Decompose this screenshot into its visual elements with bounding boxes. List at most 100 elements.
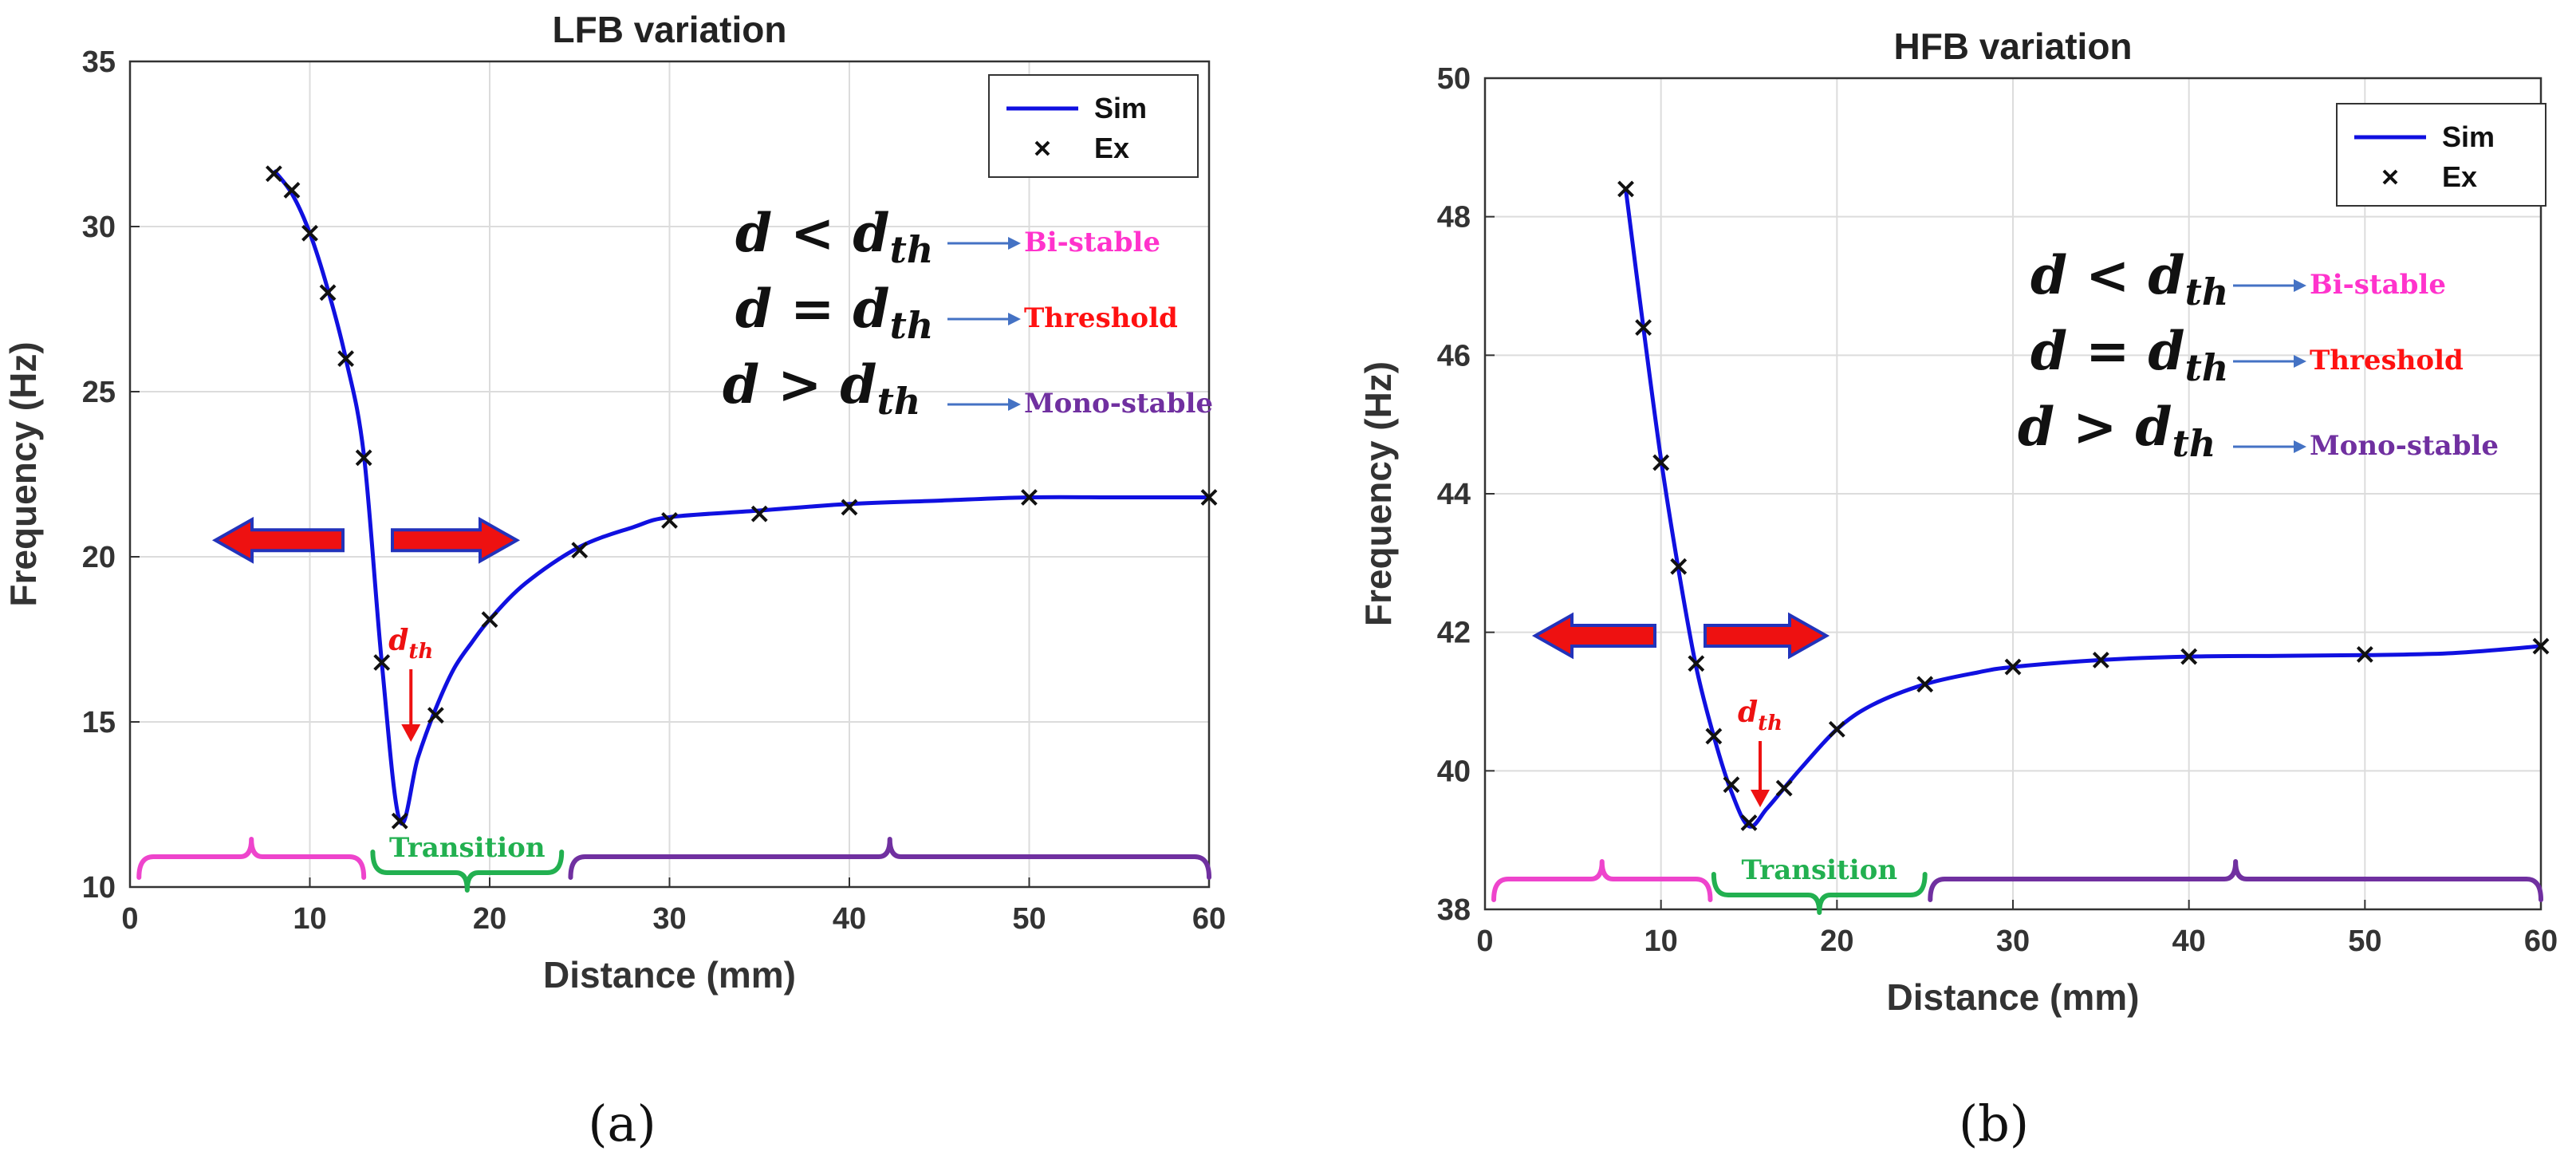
bistable-brace (136, 837, 367, 880)
x-tick-label: 60 (1192, 902, 1226, 936)
equation-operator: < (790, 202, 853, 264)
equation-operator: = (2086, 320, 2148, 382)
ex-marker-stroke (283, 182, 301, 199)
equation-arrowhead (1008, 398, 1021, 411)
equation-rhs: d (840, 353, 876, 416)
ex-marker-stroke (1705, 727, 1723, 745)
equation-operator: < (2086, 244, 2148, 306)
arrow-left-bistable (1531, 612, 1656, 660)
plot-frame (128, 60, 1211, 889)
ex-marker-stroke (337, 350, 355, 368)
ex-marker-stroke (1916, 676, 1934, 693)
y-tick-label: 42 (1437, 617, 1471, 650)
bistable-brace (1491, 859, 1713, 902)
equation-lhs: d (2030, 320, 2086, 382)
equation-lhs: d (2030, 244, 2086, 306)
x-tick-label: 10 (1644, 925, 1678, 958)
ex-marker-stroke (2356, 646, 2373, 663)
transition-label: Transition (389, 832, 546, 864)
equation-subscript: th (2172, 422, 2216, 465)
ex-marker-stroke (571, 542, 589, 559)
equation-rhs: d (2148, 320, 2184, 382)
equation-rhs: d (2148, 244, 2184, 306)
y-tick-label: 20 (82, 541, 116, 574)
ex-marker (1705, 727, 1723, 745)
ex-marker-stroke (750, 505, 768, 522)
ex-marker (1775, 779, 1793, 797)
sim-line (272, 169, 1209, 826)
x-tick-label: 30 (1996, 925, 2030, 958)
regime-label-threshold: Threshold (2310, 345, 2464, 377)
transition-label: Transition (1741, 854, 1897, 886)
ex-marker-stroke (1670, 558, 1688, 575)
equation-arrowhead (1008, 237, 1021, 250)
equation-subscript: th (877, 380, 921, 423)
ex-marker (750, 505, 768, 522)
panel-b: 0 10 20 30 40 50 60 38 40 42 44 46 48 50 HFB variation… (1357, 26, 2558, 1018)
y-tick-label: 40 (1437, 755, 1471, 788)
ex-marker (2004, 658, 2022, 676)
equation-rhs: d (853, 278, 889, 340)
x-tick-label: 30 (652, 902, 686, 936)
ex-marker (1670, 558, 1688, 575)
ex-marker-stroke (1617, 180, 1634, 198)
ex-marker-stroke (1828, 720, 1845, 738)
ex-marker (1916, 676, 1934, 693)
ex-marker (319, 284, 337, 302)
panel-a-label: (a) (588, 1094, 656, 1153)
ex-marker (1740, 814, 1758, 831)
y-tick-label: 35 (82, 45, 116, 79)
ex-marker-stroke (391, 812, 408, 830)
ex-marker (1200, 489, 1218, 506)
monostable-brace (1928, 859, 2543, 902)
regime-label-bi-stable: Bi-stable (1024, 227, 1160, 258)
equation-lhs: d (735, 278, 790, 340)
y-axis-label: Frequency (Hz) (2, 341, 44, 606)
x-tick-label: 10 (293, 902, 326, 936)
legend-box (988, 74, 1199, 178)
ex-marker-stroke (661, 512, 678, 529)
equation-arrowhead (2294, 440, 2306, 453)
equation-operator: > (778, 353, 840, 416)
ex-marker-stroke (1021, 489, 1038, 506)
equation-operator: = (790, 278, 853, 340)
y-tick-label: 30 (82, 211, 116, 244)
transition-brace (370, 850, 565, 893)
ex-marker-stroke (481, 611, 498, 629)
legend-ex-label: Ex (1094, 132, 1129, 164)
equation-subscript: th (890, 228, 934, 271)
ex-marker-stroke (2092, 651, 2109, 668)
equation-lhs: d (2018, 396, 2073, 458)
legend: Sim Ex (988, 74, 1199, 178)
ex-marker (661, 512, 678, 529)
ex-marker-stroke (319, 284, 337, 302)
equation: d = dth (735, 278, 933, 347)
regime-label-mono-stable: Mono-stable (1024, 388, 1213, 420)
ex-marker-stroke (427, 707, 444, 724)
ex-marker-stroke (373, 654, 391, 671)
ex-marker (1828, 720, 1845, 738)
legend-ex-label: Ex (2442, 160, 2477, 193)
legend-box (2336, 103, 2546, 207)
ex-marker (1723, 776, 1740, 794)
dth-subscript: th (1758, 712, 1782, 735)
x-axis-label: Distance (mm) (543, 954, 796, 996)
ex-marker (391, 812, 408, 830)
dth-arrow-head (1751, 790, 1770, 807)
plot-frame (1483, 77, 2543, 911)
ex-marker (841, 499, 858, 516)
y-tick-label: 38 (1437, 893, 1471, 927)
regime-label-bi-stable: Bi-stable (2310, 269, 2446, 301)
ex-marker-stroke (1652, 454, 1670, 471)
panel-b-label: (b) (1959, 1094, 2029, 1153)
legend-ex-swatch (1034, 140, 1050, 156)
equation-arrowhead (2294, 355, 2306, 368)
equation: d = dth (2030, 320, 2228, 389)
ex-marker-stroke (2004, 658, 2022, 676)
legend-sim-label: Sim (1094, 92, 1147, 124)
chart-title: HFB variation (1893, 26, 2132, 67)
ex-marker (2532, 637, 2550, 655)
equation: d < dth (735, 202, 933, 271)
ex-marker (1652, 454, 1670, 471)
